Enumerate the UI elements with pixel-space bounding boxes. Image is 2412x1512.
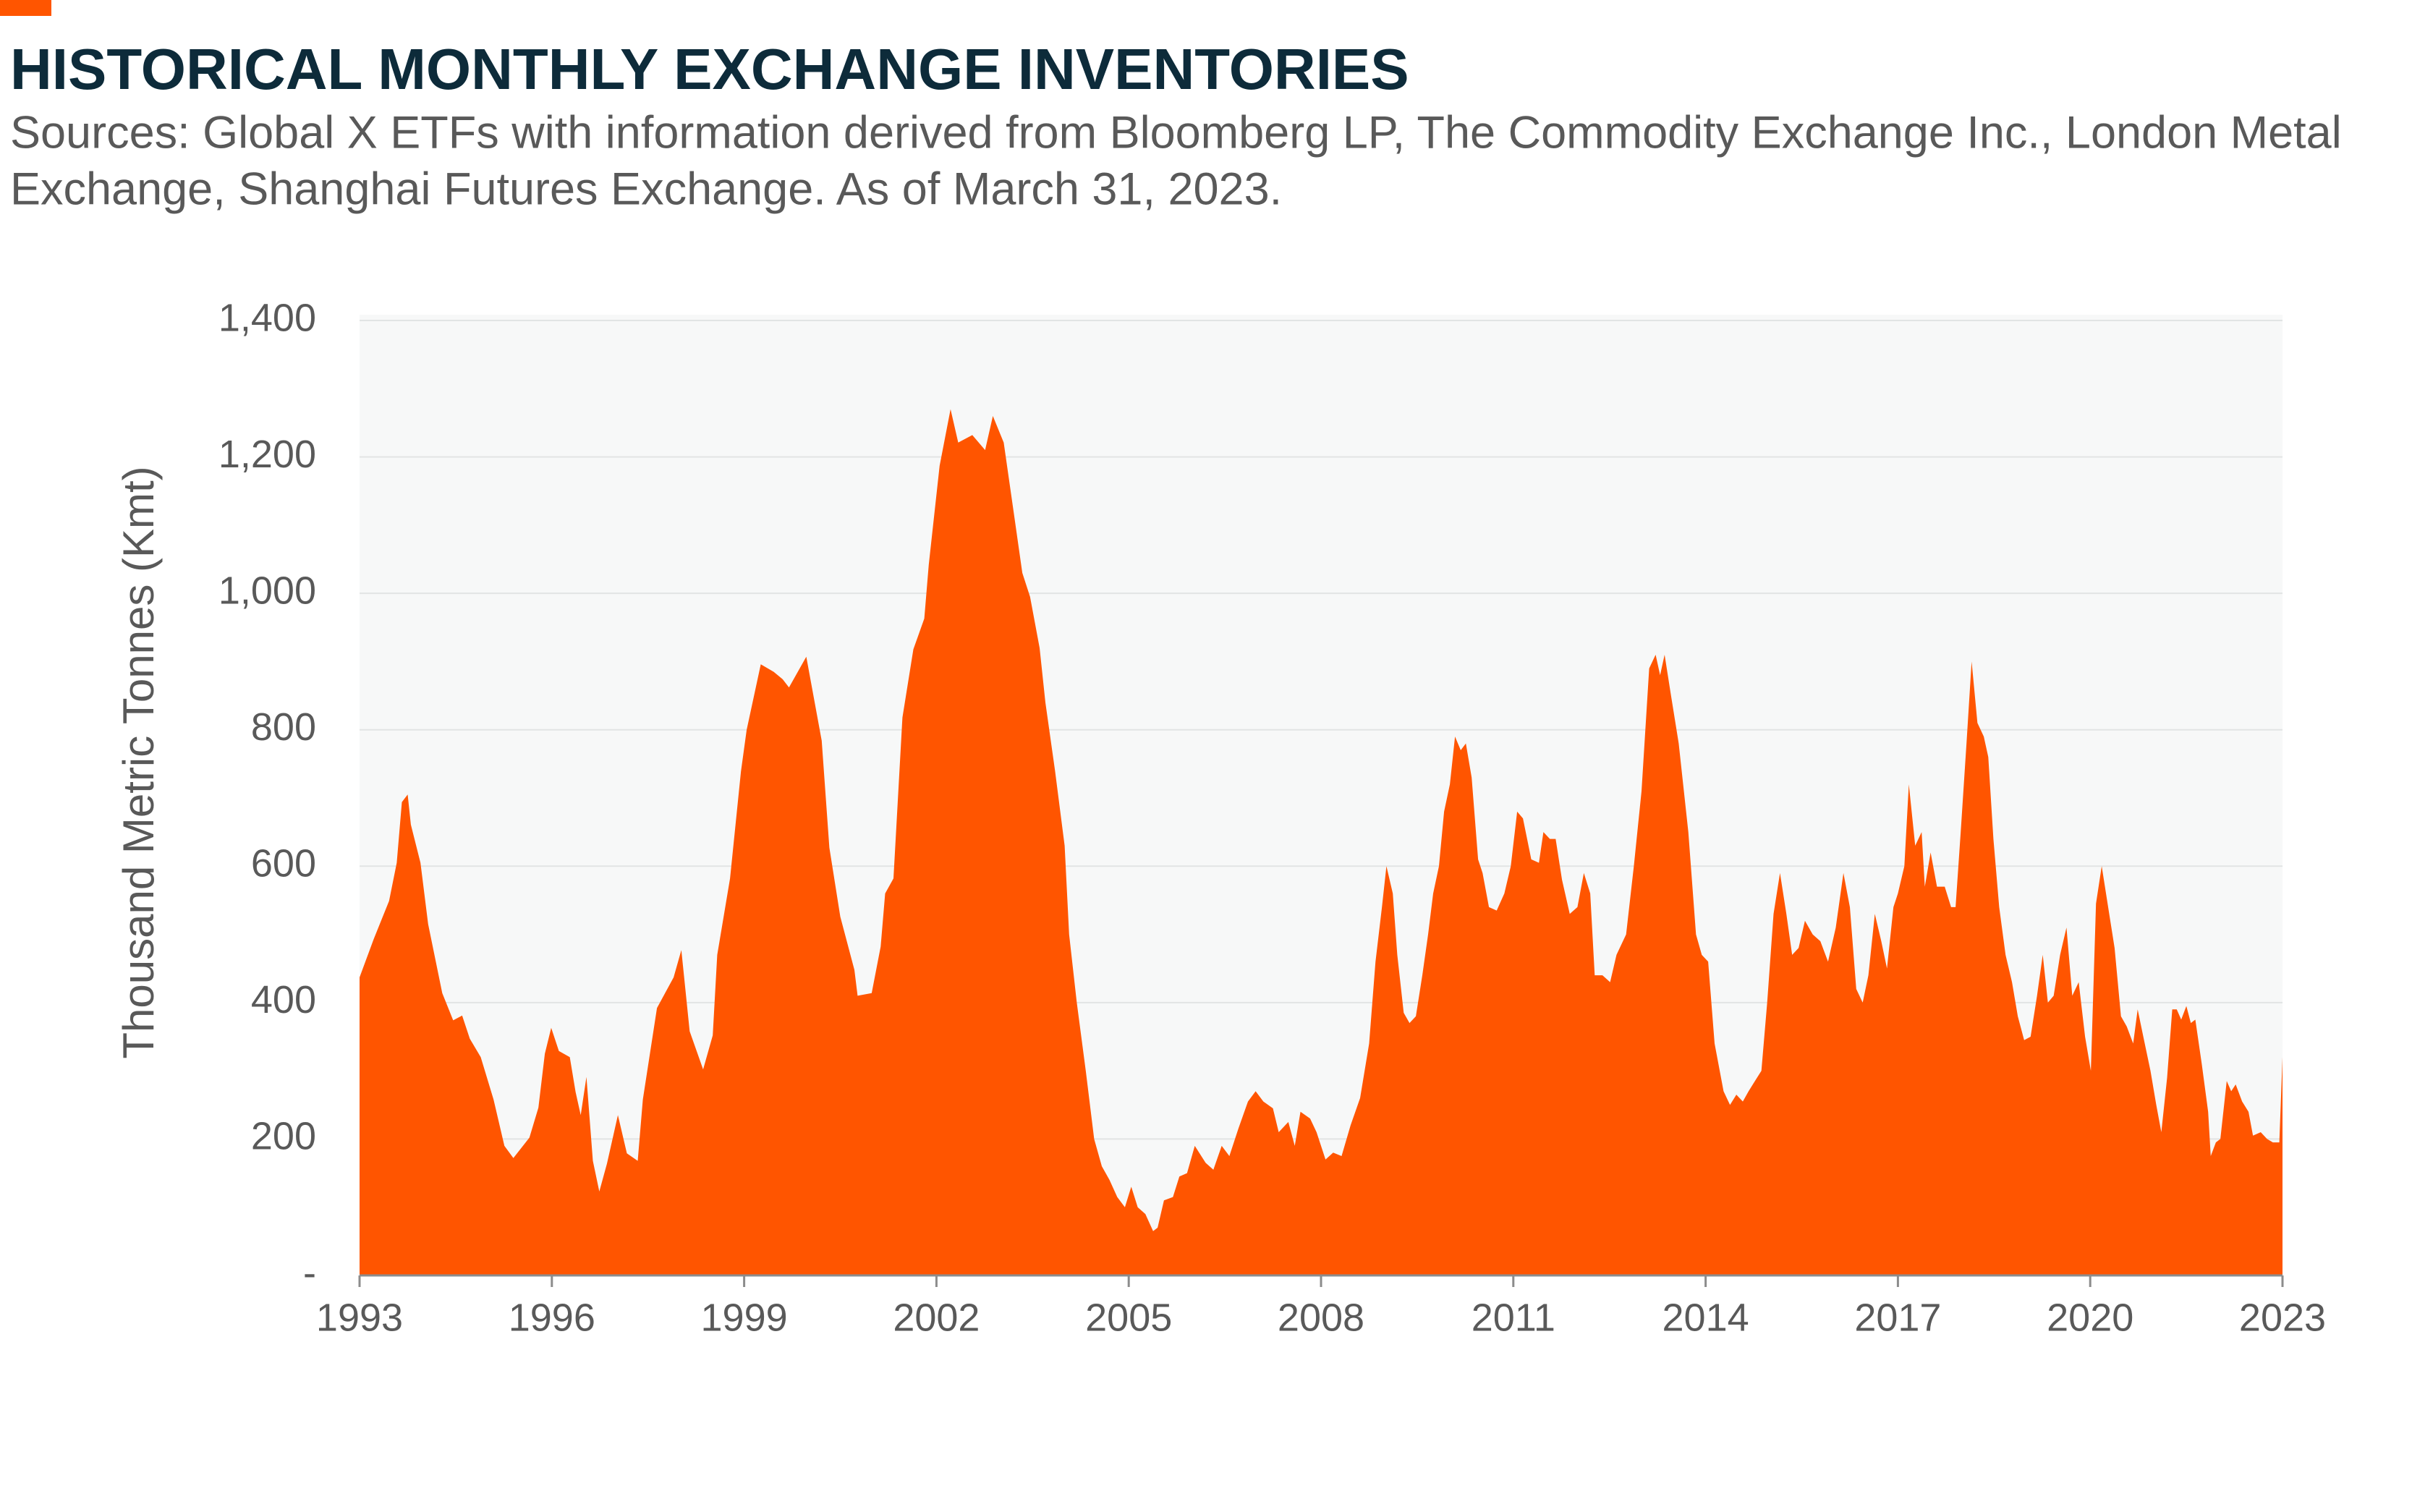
x-tick-label: 1999 bbox=[701, 1296, 788, 1339]
y-tick-label: 800 bbox=[251, 705, 316, 749]
y-tick-label: 1,400 bbox=[218, 296, 316, 339]
chart-title: HISTORICAL MONTHLY EXCHANGE INVENTORIES bbox=[10, 37, 1409, 101]
x-tick-label: 2014 bbox=[1663, 1296, 1749, 1339]
x-tick-label: 2023 bbox=[2239, 1296, 2326, 1339]
y-tick-label: - bbox=[303, 1251, 316, 1294]
x-tick-label: 2002 bbox=[893, 1296, 980, 1339]
y-tick-label: 1,200 bbox=[218, 433, 316, 476]
x-tick-label: 2005 bbox=[1085, 1296, 1172, 1339]
y-tick-label: 400 bbox=[251, 978, 316, 1022]
x-tick-label: 1993 bbox=[316, 1296, 403, 1339]
x-tick-label: 2008 bbox=[1278, 1296, 1364, 1339]
chart-subtitle: Sources: Global X ETFs with information … bbox=[10, 108, 2342, 158]
y-tick-label: 1,000 bbox=[218, 569, 316, 612]
y-tick-label: 200 bbox=[251, 1115, 316, 1158]
area bbox=[360, 409, 2283, 1275]
chart-subtitle: Exchange, Shanghai Futures Exchange. As … bbox=[10, 164, 1282, 215]
y-axis-label: Thousand Metric Tonnes (Kmt) bbox=[114, 466, 163, 1058]
x-tick-label: 1996 bbox=[509, 1296, 595, 1339]
x-tick-label: 2020 bbox=[2047, 1296, 2133, 1339]
x-tick-label: 2011 bbox=[1472, 1296, 1555, 1339]
y-tick-label: 600 bbox=[251, 842, 316, 885]
brand-mark bbox=[0, 0, 51, 16]
x-tick-label: 2017 bbox=[1854, 1296, 1941, 1339]
